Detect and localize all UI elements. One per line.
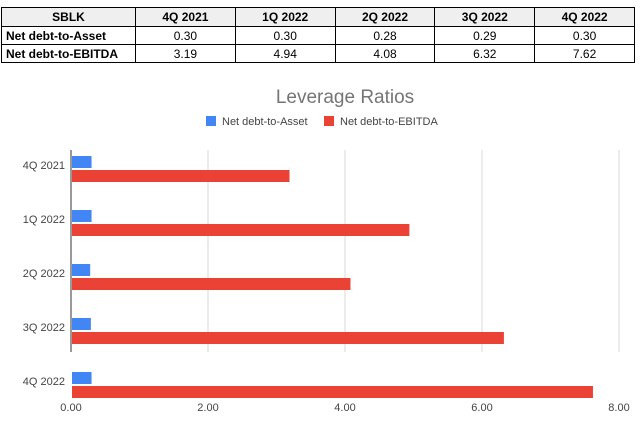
- legend-label: Net debt-to-EBITDA: [340, 116, 438, 128]
- table-cell: 0.30: [135, 26, 236, 45]
- table-column-header: 4Q 2022: [534, 7, 635, 27]
- table-cell: 0.29: [434, 26, 536, 45]
- x-tick-label: 0.00: [60, 402, 81, 414]
- bar-net-debt-to-asset: [72, 210, 92, 222]
- table-cell: 0.30: [234, 26, 336, 45]
- y-tick-label: 1Q 2022: [23, 214, 65, 226]
- legend-swatch: [324, 116, 334, 126]
- bar-net-debt-to-ebitda: [72, 278, 351, 290]
- table-cell: 4.08: [334, 44, 436, 63]
- x-tick-label: 4.00: [334, 402, 355, 414]
- y-tick-label: 3Q 2022: [23, 322, 65, 334]
- y-tick-label: 2Q 2022: [23, 268, 65, 280]
- bar-net-debt-to-asset: [72, 372, 92, 384]
- y-tick-label: 4Q 2021: [23, 160, 65, 172]
- y-tick-label: 4Q 2022: [23, 376, 65, 388]
- table-corner-label: SBLK: [1, 7, 136, 27]
- table-column-header: 2Q 2022: [334, 7, 436, 27]
- bar-net-debt-to-asset: [72, 264, 91, 276]
- chart-title: Leverage Ratios: [276, 87, 414, 108]
- ratios-table: SBLK 4Q 2021 1Q 2022 2Q 2022 3Q 2022 4Q 2022 N…: [1, 7, 635, 63]
- x-tick-label: 8.00: [608, 402, 629, 414]
- legend-swatch: [206, 116, 216, 126]
- bar-net-debt-to-ebitda: [72, 386, 593, 398]
- table-row-label: Net debt-to-Asset: [1, 26, 136, 45]
- bar-net-debt-to-ebitda: [72, 332, 504, 344]
- table-cell: 4.94: [234, 44, 336, 63]
- table-cell: 0.30: [534, 26, 635, 45]
- chart-canvas: Leverage Ratios Net debt-to-Asset Net debt…: [23, 87, 630, 414]
- x-tick-label: 6.00: [471, 402, 492, 414]
- table-column-header: 4Q 2021: [135, 7, 236, 27]
- legend-label: Net debt-to-Asset: [222, 116, 308, 128]
- leverage-chart: Leverage Ratios Net debt-to-Asset Net debt…: [6, 68, 637, 440]
- table-column-header: 1Q 2022: [234, 7, 336, 27]
- x-tick-label: 2.00: [197, 402, 218, 414]
- table-row: Net debt-to-EBITDA 3.19 4.94 4.08 6.32 7.62: [1, 44, 635, 63]
- bar-net-debt-to-asset: [72, 318, 91, 330]
- table-column-header: 3Q 2022: [434, 7, 536, 27]
- table-cell: 7.62: [534, 44, 635, 63]
- table-row-label: Net debt-to-EBITDA: [1, 44, 136, 63]
- bar-net-debt-to-ebitda: [72, 170, 290, 182]
- bar-net-debt-to-ebitda: [72, 224, 410, 236]
- table-header-row: SBLK 4Q 2021 1Q 2022 2Q 2022 3Q 2022 4Q 2022: [1, 7, 635, 27]
- table-cell: 3.19: [135, 44, 236, 63]
- table-cell: 6.32: [434, 44, 536, 63]
- table-cell: 0.28: [334, 26, 436, 45]
- bar-net-debt-to-asset: [72, 156, 92, 168]
- table-row: Net debt-to-Asset 0.30 0.30 0.28 0.29 0.30: [1, 26, 635, 45]
